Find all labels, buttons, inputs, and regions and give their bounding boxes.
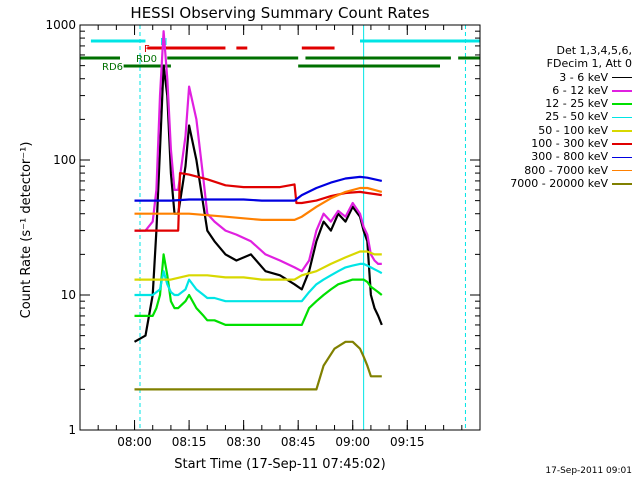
x-tick-label: 08:45 <box>281 435 316 449</box>
y-axis-label: Count Rate (s⁻¹ detector⁻¹) <box>19 142 34 319</box>
legend-entry-label: 300 - 800 keV <box>531 150 608 164</box>
legend-entry: 50 - 100 keV <box>480 124 632 137</box>
legend-swatch <box>612 169 632 172</box>
legend-swatch <box>612 143 632 145</box>
legend-entry-label: 6 - 12 keV <box>552 83 608 97</box>
legend-entry-label: 3 - 6 keV <box>559 70 608 84</box>
legend-entry-label: 800 - 7000 keV <box>524 163 608 177</box>
legend-entry: 12 - 25 keV <box>480 97 632 110</box>
y-tick-label: 10 <box>61 288 76 302</box>
series-line-9 <box>134 340 382 391</box>
series-line-5 <box>134 250 382 281</box>
series-line-8 <box>134 186 383 221</box>
legend-entry: 300 - 800 keV <box>480 150 632 163</box>
x-tick-label: 09:00 <box>335 435 370 449</box>
legend-entry: 100 - 300 keV <box>480 137 632 150</box>
legend-header-detectors: Det 1,3,4,5,6, <box>556 44 632 57</box>
y-tick-label: 1000 <box>45 18 76 32</box>
series-line-2 <box>134 30 382 273</box>
legend-header-decimation: FDecim 1, Att 0 <box>546 57 632 71</box>
flag-label-rd6: RD6 <box>102 62 123 73</box>
series-line-3 <box>134 253 383 326</box>
y-tick-label: 1 <box>68 423 76 437</box>
chart-title: HESSI Observing Summary Count Rates <box>130 4 429 22</box>
legend-entry: 25 - 50 keV <box>480 110 632 123</box>
legend-entry-label: 7000 - 20000 keV <box>510 176 608 190</box>
x-tick-label: 09:15 <box>390 435 425 449</box>
legend-entry: 3 - 6 keV <box>480 71 632 84</box>
legend-swatch <box>612 130 632 132</box>
series-line-6 <box>134 172 382 232</box>
legend-entry-label: 50 - 100 keV <box>538 123 608 137</box>
legend: Det 1,3,4,5,6, FDecim 1, Att 0 3 - 6 keV… <box>480 44 632 190</box>
legend-swatch <box>612 183 632 185</box>
y-tick-label: 100 <box>53 153 76 167</box>
legend-swatch <box>612 90 632 92</box>
x-axis-label: Start Time (17-Sep-11 07:45:02) <box>174 457 385 472</box>
x-tick-label: 08:15 <box>172 435 207 449</box>
x-tick-label: 08:30 <box>226 435 261 449</box>
x-tick-label: 08:00 <box>117 435 152 449</box>
legend-swatch <box>612 103 632 105</box>
footer-date: 17-Sep-2011 09:01 <box>545 466 632 476</box>
flag-label-f: F <box>144 44 150 55</box>
legend-entry: 7000 - 20000 keV <box>480 177 632 190</box>
legend-entry: 6 - 12 keV <box>480 84 632 97</box>
legend-swatch <box>612 156 632 159</box>
legend-entry-label: 12 - 25 keV <box>545 97 608 111</box>
legend-swatch <box>612 116 632 119</box>
legend-entry-label: 25 - 50 keV <box>545 110 608 124</box>
series-line-4 <box>134 262 383 303</box>
legend-entry-label: 100 - 300 keV <box>531 137 608 151</box>
flag-label-rd0: RD0 <box>136 54 157 65</box>
legend-entry: 800 - 7000 keV <box>480 164 632 177</box>
series-line-7 <box>134 175 383 202</box>
legend-entries: 3 - 6 keV 6 - 12 keV 12 - 25 keV 25 - 50 ke… <box>480 71 632 191</box>
legend-swatch <box>612 76 632 79</box>
